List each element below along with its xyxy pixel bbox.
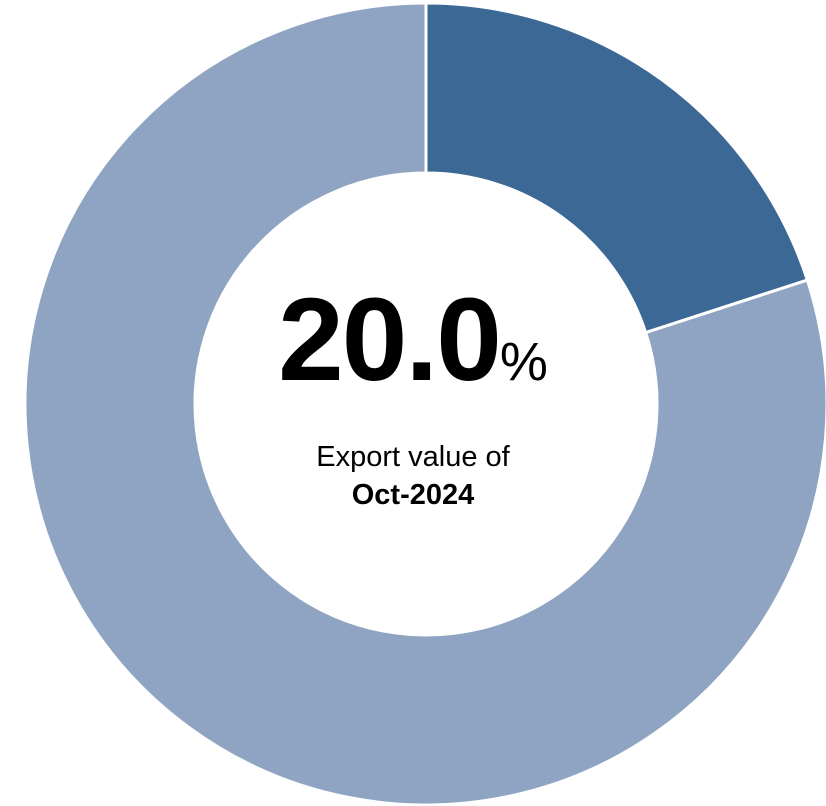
- period-label: Oct-2024: [351, 479, 475, 511]
- donut-slice-2: [23, 1, 826, 806]
- highlight-value-line: 20.0%: [213, 280, 613, 400]
- donut-slice-1: [424, 1, 810, 335]
- highlight-unit: %: [499, 332, 548, 392]
- highlight-value: 20.0: [278, 274, 502, 406]
- center-label: 20.0% Export value of Oct-2024: [213, 280, 613, 514]
- caption: Export value of: [316, 441, 510, 473]
